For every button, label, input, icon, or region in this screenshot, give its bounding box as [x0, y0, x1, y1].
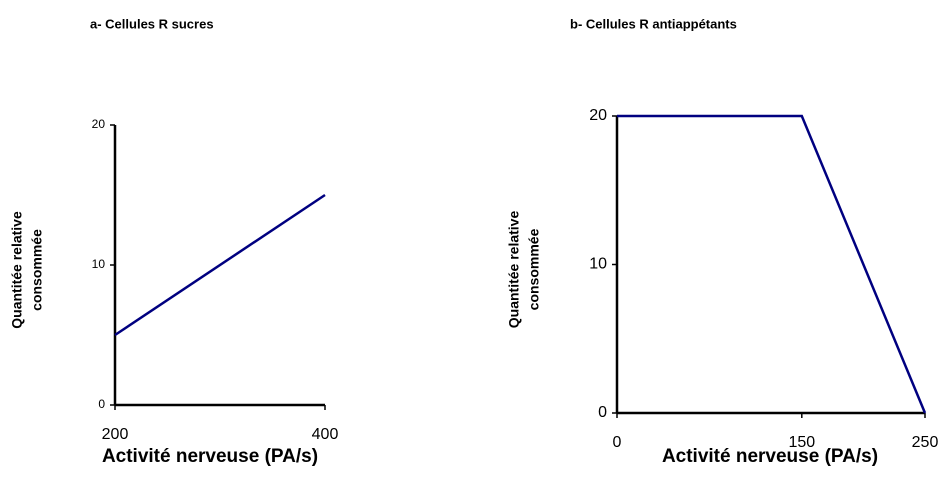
y-tick-label: 20	[589, 107, 607, 124]
x-tick-label: 250	[912, 434, 939, 451]
y-axis-label: consommée	[29, 229, 45, 311]
y-tick-label: 10	[92, 257, 106, 271]
x-tick-label: 150	[788, 434, 815, 451]
data-line	[617, 114, 927, 414]
y-axis-label: Quantitée relative	[506, 211, 522, 329]
y-tick-label: 10	[589, 256, 607, 273]
y-axis-label: consommée	[526, 228, 542, 310]
y-tick-label: 20	[92, 117, 106, 131]
x-tick-label: 0	[613, 434, 622, 451]
x-axis-label: Activité nerveuse (PA/s)	[102, 446, 318, 467]
x-tick-label: 200	[102, 426, 129, 443]
y-tick-label: 0	[98, 397, 105, 411]
y-tick-label: 0	[598, 404, 607, 421]
chart-title: a- Cellules R sucres	[90, 16, 214, 31]
x-tick-label: 400	[312, 426, 339, 443]
chart-title: b- Cellules R antiappétants	[570, 16, 737, 31]
y-axis-label: Quantitée relative	[9, 211, 25, 329]
data-line	[114, 193, 326, 337]
x-axis-label: Activité nerveuse (PA/s)	[662, 446, 878, 467]
